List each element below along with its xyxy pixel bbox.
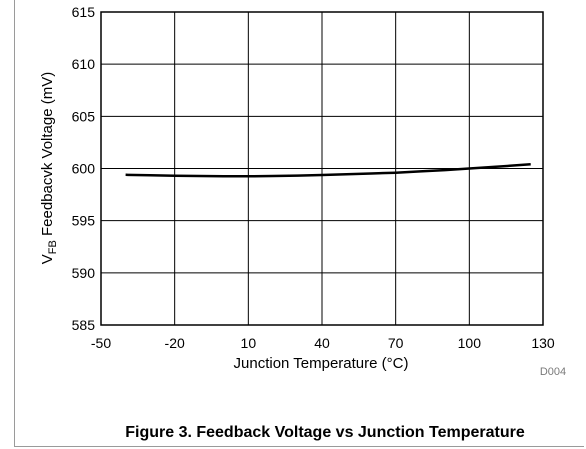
x-tick-labels: -50 -20 10 40 70 100 130 — [91, 335, 555, 351]
y-tick-label: 610 — [72, 56, 96, 72]
figure-caption: Figure 3. Feedback Voltage vs Junction T… — [125, 424, 525, 441]
y-tick-labels: 585 590 595 600 605 610 615 — [72, 4, 96, 333]
y-axis-label: VFB Feedbacvk Voltage (mV) — [39, 72, 59, 265]
y-axis-label-main: V — [39, 254, 56, 264]
x-tick-label: 100 — [458, 335, 482, 351]
x-tick-label: 70 — [388, 335, 404, 351]
y-tick-label: 585 — [72, 317, 96, 333]
plot-border — [100, 11, 544, 326]
figure-code: D004 — [540, 366, 566, 378]
y-tick-label: 595 — [72, 213, 96, 229]
figure-frame — [14, 0, 584, 447]
x-tick-label: 130 — [531, 335, 555, 351]
y-tick-label: 615 — [72, 4, 96, 20]
x-tick-label: -20 — [165, 335, 185, 351]
x-axis-label: Junction Temperature (°C) — [234, 355, 409, 372]
x-tick-label: 10 — [241, 335, 257, 351]
y-tick-label: 600 — [72, 161, 96, 177]
series-line — [125, 163, 531, 178]
y-axis-label-rest: Feedbacvk Voltage (mV) — [39, 72, 56, 240]
y-tick-label: 605 — [72, 108, 96, 124]
x-tick-label: -50 — [91, 335, 111, 351]
x-tick-label: 40 — [314, 335, 330, 351]
y-axis-label-subscript: FB — [47, 240, 59, 254]
y-tick-label: 590 — [72, 265, 96, 281]
